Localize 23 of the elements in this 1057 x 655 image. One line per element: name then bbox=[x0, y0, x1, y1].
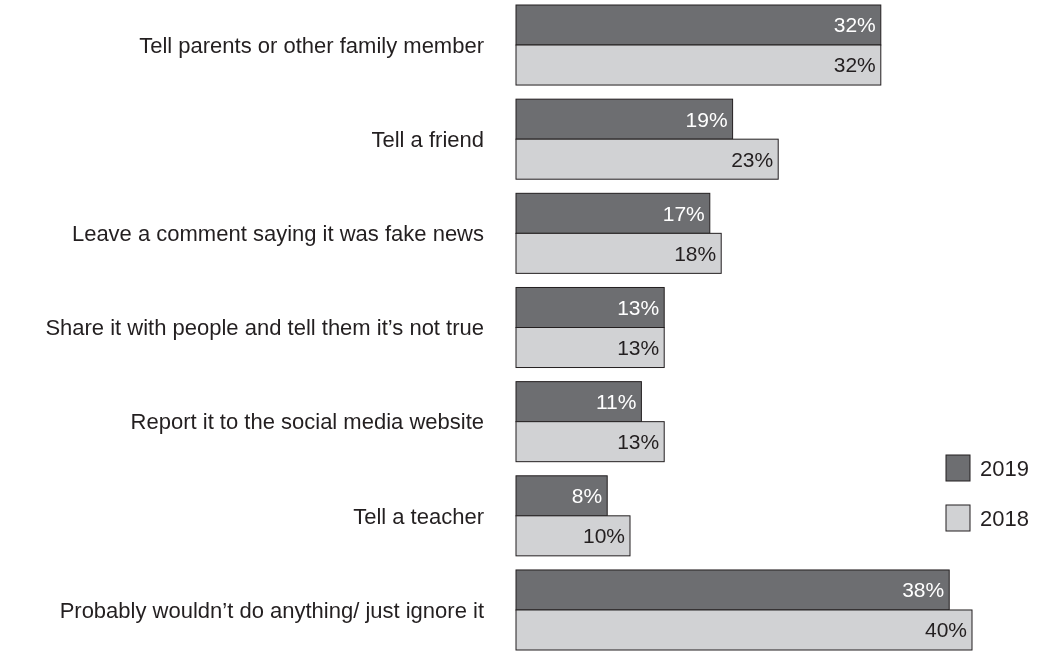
y-tick-label: Report it to the social media website bbox=[130, 409, 484, 435]
y-tick-label: Tell a teacher bbox=[353, 503, 484, 529]
data-label: 18% bbox=[674, 241, 717, 265]
data-label: 8% bbox=[571, 484, 603, 508]
data-label: 38% bbox=[902, 578, 945, 602]
data-label: 11% bbox=[595, 390, 637, 413]
data-label: 10% bbox=[582, 524, 625, 548]
y-tick-label: Probably wouldn’t do anything/ just ignore it bbox=[59, 597, 484, 623]
y-tick-label: Tell parents or other family member bbox=[139, 32, 484, 58]
y-tick-label: Share it with people and tell them it’s not true bbox=[45, 315, 484, 341]
data-label: 40% bbox=[924, 618, 967, 642]
y-tick-label: Leave a comment saying it was fake news bbox=[71, 221, 484, 247]
data-label: 19% bbox=[685, 107, 728, 131]
data-label: 23% bbox=[731, 147, 774, 171]
data-label: 13% bbox=[617, 335, 660, 359]
y-tick-label: Tell a friend bbox=[371, 126, 484, 152]
legend-label: 2019 bbox=[980, 455, 1029, 481]
data-label: 17% bbox=[662, 201, 705, 225]
data-label: 13% bbox=[617, 430, 660, 454]
legend-label: 2018 bbox=[980, 505, 1029, 531]
data-label: 32% bbox=[833, 13, 876, 37]
data-label: 13% bbox=[617, 295, 660, 319]
data-label: 32% bbox=[833, 53, 876, 77]
